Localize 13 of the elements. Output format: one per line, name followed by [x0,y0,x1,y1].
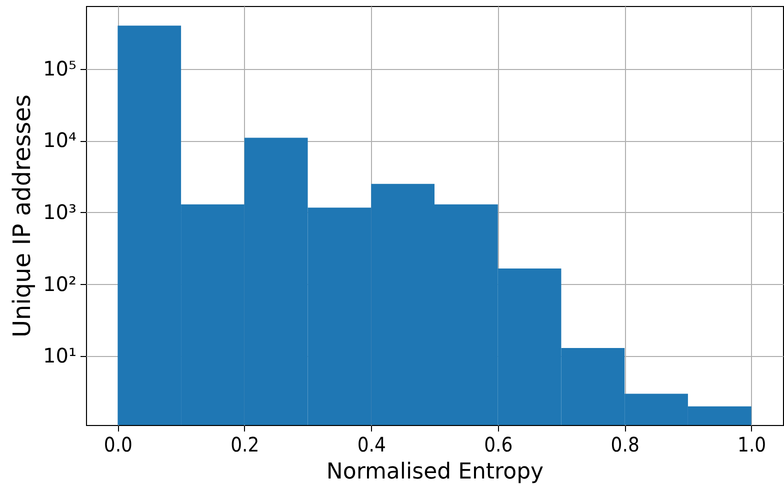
x-tick-label: 1.0 [738,432,766,456]
x-tick-label: 0.4 [357,432,386,456]
x-axis-title: Normalised Entropy [326,460,544,484]
y-tick-label: 10¹ [43,344,76,368]
y-axis-title: Unique IP addresses [8,94,36,338]
x-tick-label: 0.6 [484,432,513,456]
x-tick-label: 0.2 [230,432,260,456]
x-tick-label: 0.0 [104,432,132,456]
y-tick-label: 10⁵ [43,56,76,80]
y-tick-label: 10² [43,272,76,296]
y-tick-label: 10⁴ [43,128,76,152]
y-tick-label: 10³ [43,200,76,224]
x-tick-label: 0.8 [610,432,640,456]
